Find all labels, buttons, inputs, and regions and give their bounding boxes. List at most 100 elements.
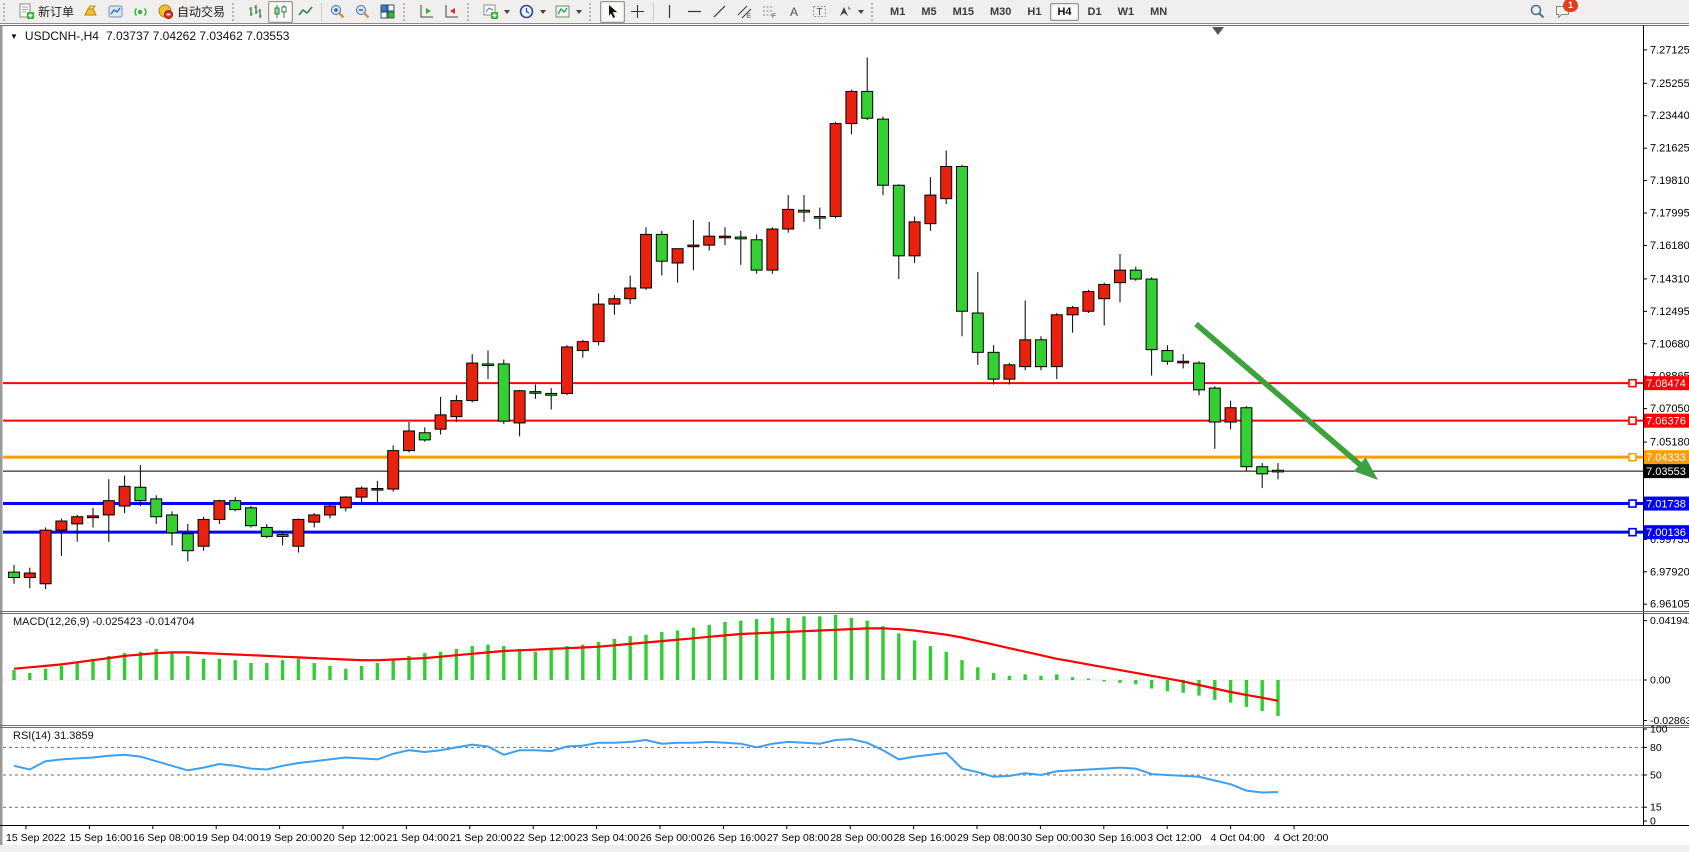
toolbar-grip[interactable]	[871, 2, 878, 21]
candle-body	[592, 303, 605, 343]
candle-body	[292, 518, 305, 547]
candle-body	[719, 235, 731, 239]
toolbar-grip[interactable]	[403, 2, 410, 21]
price-line-label: 7.01738	[1646, 499, 1686, 511]
chart-shift-marker[interactable]	[1212, 27, 1224, 35]
line-anchor-marker[interactable]	[1628, 416, 1637, 425]
macd-histogram-bar	[328, 665, 332, 680]
line-anchor-marker[interactable]	[1628, 452, 1637, 462]
candle-body	[1019, 339, 1032, 368]
window-left-border	[0, 25, 3, 852]
symbol-dropdown-icon[interactable]: ▼	[10, 31, 18, 41]
price-line-label: 7.08474	[1646, 378, 1686, 390]
notifications-button[interactable]: 1	[1554, 0, 1578, 20]
chart-shift-button[interactable]	[439, 1, 464, 23]
new-chart-button[interactable]	[478, 1, 514, 23]
macd-histogram-bar	[1181, 680, 1185, 693]
line-anchor-marker[interactable]	[1628, 499, 1637, 508]
timeframe-button-M15[interactable]: M15	[952, 5, 974, 18]
timeframe-button-W1[interactable]: W1	[1117, 5, 1135, 18]
zoom-in-icon	[331, 5, 345, 19]
trend-arrow-line[interactable]	[1194, 321, 1365, 470]
gold-button[interactable]	[78, 1, 103, 23]
search-icon[interactable]	[1529, 3, 1546, 20]
candle	[1208, 386, 1221, 449]
periods-button[interactable]	[514, 1, 550, 23]
dropdown-caret-icon	[576, 9, 583, 14]
line-anchor-marker[interactable]	[1628, 378, 1637, 388]
time-axis-label: 22 Sep 12:00	[513, 832, 576, 844]
candle	[102, 479, 115, 542]
toolbar-grip[interactable]	[589, 2, 596, 21]
timeframe-button-M1[interactable]: M1	[890, 5, 906, 18]
timeframe-button-MN[interactable]: MN	[1150, 5, 1168, 18]
bar-chart-button[interactable]	[243, 1, 268, 23]
zoom-out-button[interactable]	[350, 1, 375, 23]
macd-histogram-bar	[423, 653, 427, 680]
candle-body	[355, 487, 368, 498]
zoom-in-button[interactable]	[325, 1, 350, 23]
market-watch-button[interactable]	[103, 1, 128, 23]
cursor-button[interactable]	[600, 0, 626, 23]
macd-histogram-bar	[976, 667, 980, 680]
candle-body	[229, 500, 242, 511]
candle-body	[1082, 291, 1095, 312]
candle-body	[877, 118, 889, 186]
time-axis-label: 16 Sep 08:00	[133, 832, 196, 844]
auto-trading-button[interactable]: 自动交易	[153, 1, 229, 23]
candlestick-chart-icon	[274, 5, 287, 18]
candle	[355, 486, 368, 503]
new-order-button[interactable]: 新订单	[14, 1, 78, 23]
timeframe-button-H1[interactable]: H1	[1027, 5, 1042, 18]
fibonacci-tool-button[interactable]: F	[757, 1, 782, 23]
text-label-tool-button[interactable]: T	[807, 1, 832, 23]
toolbar-grip[interactable]	[232, 2, 239, 21]
candle-chart-button[interactable]	[268, 0, 294, 23]
tile-windows-button[interactable]	[375, 1, 400, 23]
candle	[892, 184, 905, 280]
text-tool-button[interactable]: A	[782, 1, 807, 23]
macd-histogram-bar	[312, 663, 316, 680]
candle	[450, 395, 463, 423]
arrows-icon	[840, 6, 852, 16]
price-tick-label: 7.05180	[1650, 437, 1689, 449]
auto-scroll-button[interactable]	[414, 1, 439, 23]
horizontal-line-tool-button[interactable]	[682, 1, 707, 23]
candle-body	[829, 123, 842, 218]
timeframe-button-M5[interactable]: M5	[921, 5, 937, 18]
crosshair-button[interactable]	[625, 1, 650, 23]
toolbar-grip[interactable]	[3, 2, 10, 21]
timeframe-button-H4[interactable]: H4	[1050, 2, 1079, 21]
candle-body	[434, 414, 447, 430]
candle-body	[71, 516, 84, 525]
time-axis-label: 26 Sep 00:00	[640, 832, 703, 844]
arrows-tool-button[interactable]	[832, 1, 868, 23]
time-axis-label: 4 Oct 20:00	[1274, 832, 1328, 844]
timeframe-button-D1[interactable]: D1	[1087, 5, 1102, 18]
line-chart-button[interactable]	[293, 1, 318, 23]
trend-arrow-head[interactable]	[1353, 457, 1378, 480]
toolbar-grip[interactable]	[467, 2, 474, 21]
candle-body	[324, 505, 336, 516]
candle	[529, 384, 542, 399]
candle-body	[703, 235, 716, 246]
candle-body	[87, 515, 99, 519]
macd-histogram-bar	[59, 665, 64, 680]
time-axis-label: 30 Sep 16:00	[1084, 832, 1147, 844]
time-axis-label: 4 Oct 04:00	[1211, 832, 1265, 844]
timeframe-button-M30[interactable]: M30	[990, 5, 1012, 18]
vertical-line-tool-button[interactable]	[657, 1, 682, 23]
candle-body	[466, 362, 479, 402]
channel-tool-button[interactable]: E	[732, 1, 757, 23]
candle	[134, 464, 147, 507]
trendline-tool-button[interactable]	[707, 1, 732, 23]
macd-histogram-bar	[454, 648, 459, 680]
candle-body	[166, 514, 178, 534]
signals-button[interactable]	[128, 1, 153, 23]
candle-body	[23, 572, 36, 578]
candle-body	[387, 450, 400, 490]
line-anchor-marker[interactable]	[1628, 527, 1637, 537]
templates-button[interactable]	[550, 1, 586, 23]
time-axis-label: 15 Sep 2022	[6, 832, 66, 844]
